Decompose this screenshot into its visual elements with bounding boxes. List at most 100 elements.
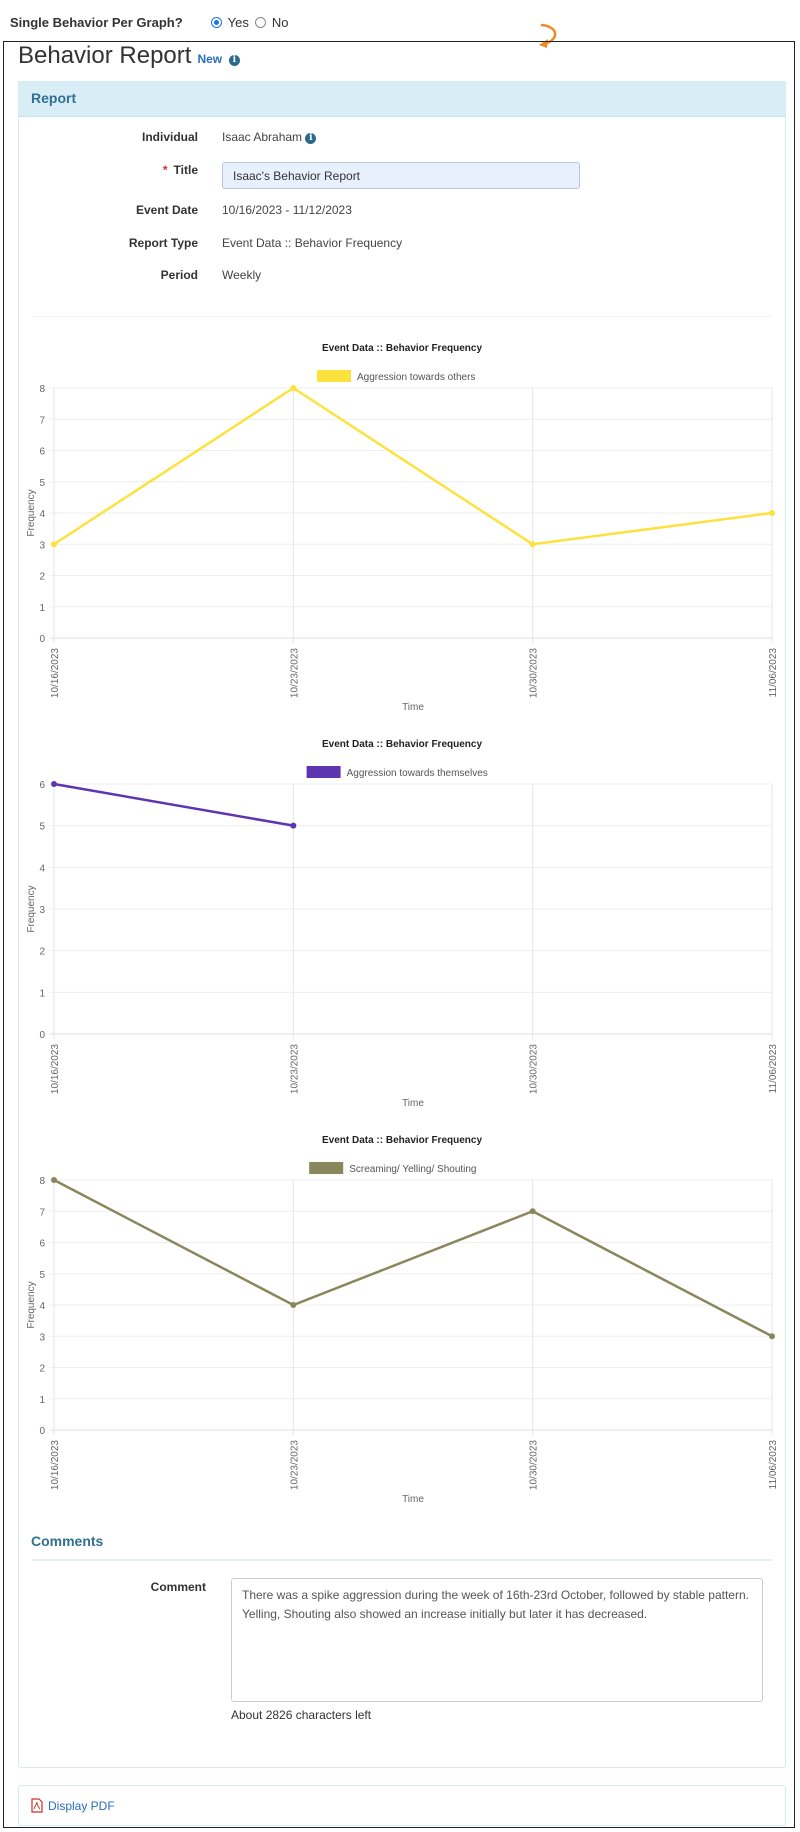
y-tick-label: 4 <box>39 1301 45 1312</box>
title-label: * Title <box>18 163 198 177</box>
radio-yes-label[interactable]: Yes <box>227 15 249 30</box>
divider <box>32 316 772 317</box>
y-tick-label: 2 <box>39 1364 45 1375</box>
y-tick-label: 1 <box>39 988 45 999</box>
radio-no[interactable] <box>254 17 266 28</box>
data-point <box>769 1333 775 1340</box>
required-asterisk: * <box>162 163 168 177</box>
y-axis-label: Frequency <box>26 1281 37 1328</box>
period-label: Period <box>160 268 198 282</box>
report-panel-header: Report <box>18 81 786 117</box>
data-point <box>290 822 297 829</box>
y-tick-label: 8 <box>39 1176 45 1187</box>
x-tick-label: 10/16/2023 <box>50 1044 61 1094</box>
y-tick-label: 0 <box>39 1030 45 1041</box>
radio-no-label[interactable]: No <box>271 15 289 30</box>
series-line <box>53 1178 773 1338</box>
data-point <box>529 541 536 548</box>
page-title-text: Behavior Report <box>18 42 192 69</box>
comments-divider <box>32 1559 772 1561</box>
comment-textarea[interactable]: There was a spike aggression during the … <box>231 1578 763 1702</box>
event-date-value: 10/16/2023 - 11/12/2023 <box>222 203 352 217</box>
comment-label: Comment <box>150 1580 206 1594</box>
legend-swatch <box>317 370 351 382</box>
x-tick-label: 11/06/2023 <box>768 648 779 698</box>
single-behavior-question: Single Behavior Per Graph? <box>10 15 183 30</box>
data-point <box>290 1302 297 1308</box>
y-tick-label: 2 <box>39 947 45 958</box>
chart-screaming: Event Data :: Behavior FrequencyScreamin… <box>26 1135 779 1505</box>
x-tick-label: 10/16/2023 <box>50 648 61 698</box>
y-tick-label: 5 <box>39 478 45 489</box>
x-tick-label: 10/16/2023 <box>50 1440 61 1490</box>
y-tick-label: 6 <box>39 447 45 458</box>
x-axis-label: Time <box>402 1494 424 1505</box>
y-tick-label: 4 <box>39 509 45 520</box>
y-tick-label: 0 <box>39 634 45 645</box>
report-frame <box>3 41 795 1828</box>
series-line <box>53 386 773 546</box>
display-pdf-link[interactable]: Display PDF <box>48 1798 115 1813</box>
legend-label: Screaming/ Yelling/ Shouting <box>349 1164 476 1175</box>
y-tick-label: 8 <box>39 384 45 395</box>
page-title: Behavior Report New i <box>18 42 240 70</box>
y-axis-label: Frequency <box>26 885 37 932</box>
period-value: Weekly <box>222 268 262 282</box>
y-tick-label: 0 <box>39 1426 45 1437</box>
report-type-label: Report Type <box>128 236 198 250</box>
legend-label: Aggression towards themselves <box>347 768 488 779</box>
x-tick-label: 10/30/2023 <box>529 1440 540 1490</box>
y-tick-label: 7 <box>39 1207 45 1218</box>
data-point <box>769 510 775 516</box>
y-tick-label: 3 <box>39 905 45 916</box>
radio-yes[interactable] <box>210 17 222 28</box>
y-tick-label: 6 <box>39 780 45 791</box>
y-tick-label: 3 <box>39 540 45 551</box>
title-input[interactable]: Isaac's Behavior Report <box>222 162 580 189</box>
y-tick-label: 6 <box>39 1239 45 1250</box>
y-tick-label: 1 <box>39 603 45 614</box>
x-tick-label: 10/23/2023 <box>289 648 300 698</box>
y-tick-label: 4 <box>39 863 45 874</box>
pdf-file-icon <box>31 1798 43 1813</box>
chars-left: About 2826 characters left <box>231 1708 372 1722</box>
x-tick-label: 11/06/2023 <box>768 1440 779 1490</box>
display-pdf-panel: Display PDF <box>18 1785 786 1826</box>
y-tick-label: 3 <box>39 1332 45 1343</box>
x-tick-label: 11/06/2023 <box>768 1044 779 1094</box>
legend-swatch <box>309 1162 344 1174</box>
legend-swatch <box>306 766 341 778</box>
title-label-text: Title <box>173 163 198 177</box>
x-tick-label: 10/23/2023 <box>289 1440 300 1490</box>
data-point <box>51 781 57 787</box>
chart-aggression-others: Event Data :: Behavior FrequencyAggressi… <box>26 343 779 713</box>
x-axis-label: Time <box>402 702 424 713</box>
report-type-value: Event Data :: Behavior Frequency <box>222 236 403 250</box>
y-tick-label: 7 <box>39 415 45 426</box>
y-axis-label: Frequency <box>26 489 37 536</box>
legend-label: Aggression towards others <box>357 372 475 383</box>
x-tick-label: 10/30/2023 <box>529 1044 540 1094</box>
info-icon[interactable]: i <box>228 55 240 66</box>
single-behavior-toggle: Single Behavior Per Graph? Yes No <box>10 15 289 30</box>
data-point <box>529 1208 536 1215</box>
chart-aggression-themselves: Event Data :: Behavior FrequencyAggressi… <box>26 739 779 1109</box>
individual-info-icon[interactable]: i <box>305 133 317 144</box>
x-axis-label: Time <box>402 1098 424 1109</box>
chart-title: Event Data :: Behavior Frequency <box>322 343 482 354</box>
event-date-label: Event Date <box>135 203 198 217</box>
data-point <box>51 541 57 548</box>
y-tick-label: 1 <box>39 1395 45 1406</box>
data-point <box>51 1177 57 1183</box>
data-point <box>290 385 297 391</box>
chart-title: Event Data :: Behavior Frequency <box>322 739 482 750</box>
y-tick-label: 5 <box>39 1270 45 1281</box>
new-badge: New <box>197 52 223 66</box>
individual-name: Isaac Abraham <box>222 130 303 144</box>
y-tick-label: 2 <box>39 572 45 583</box>
x-tick-label: 10/23/2023 <box>289 1044 300 1094</box>
y-tick-label: 5 <box>39 822 45 833</box>
individual-label: Individual <box>141 130 198 144</box>
chart-title: Event Data :: Behavior Frequency <box>322 1135 482 1146</box>
x-tick-label: 10/30/2023 <box>529 648 540 698</box>
